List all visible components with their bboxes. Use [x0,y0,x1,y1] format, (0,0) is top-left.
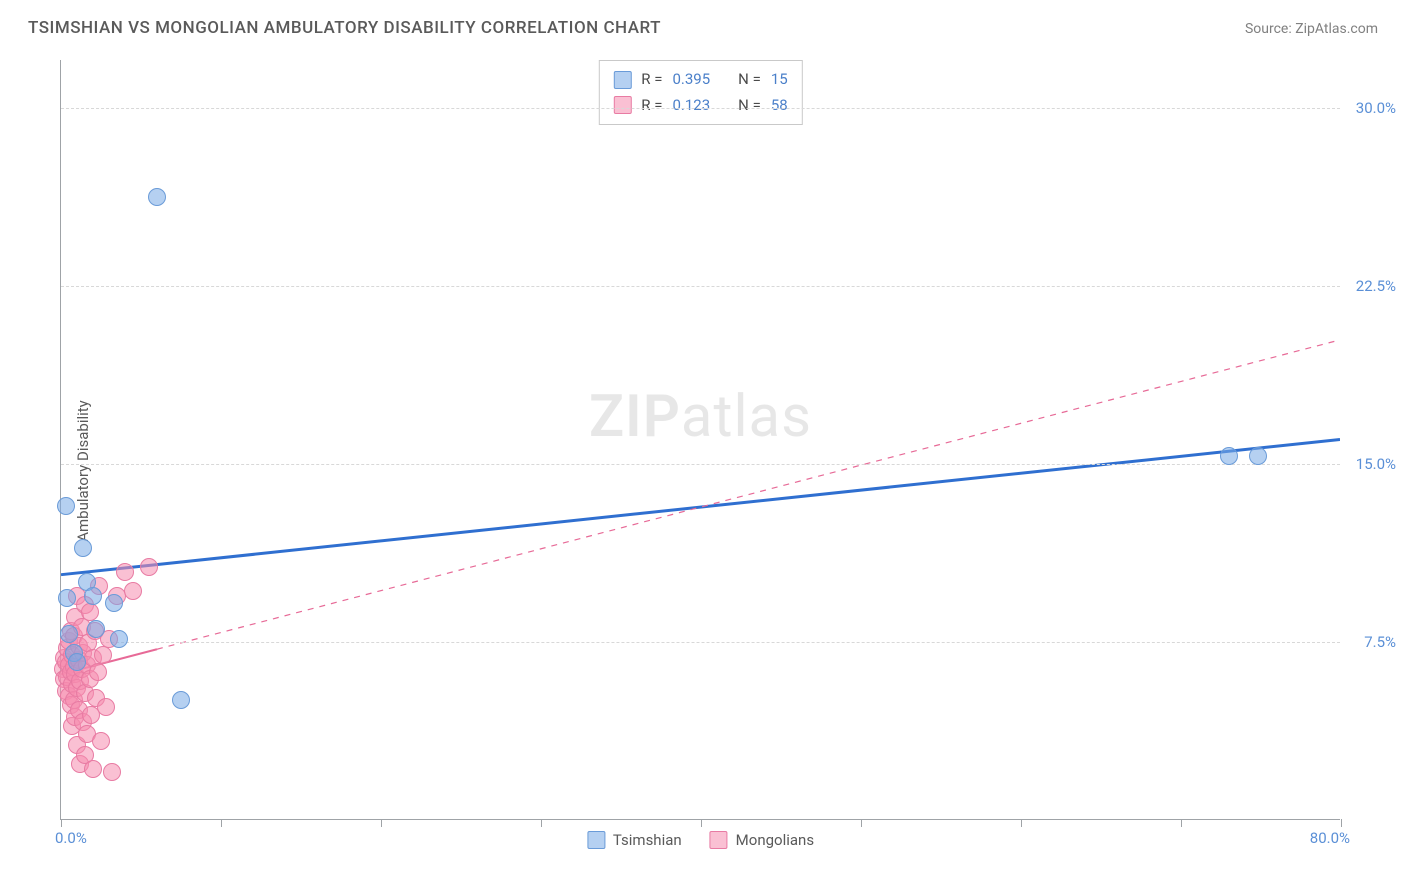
gridline [61,642,1340,643]
plot-area: ZIPatlas R = 0.395 N = 15 R = 0.123 N = … [60,60,1340,820]
gridline [61,464,1340,465]
r-value: 0.395 [672,67,710,93]
x-tick [1181,819,1182,827]
y-tick-label: 22.5% [1356,277,1396,295]
x-tick [701,819,702,827]
trend-lines [61,60,1340,819]
x-tick [1021,819,1022,827]
scatter-point [172,691,190,709]
header: TSIMSHIAN VS MONGOLIAN AMBULATORY DISABI… [0,0,1406,46]
legend-swatch-icon [587,831,605,849]
chart-title: TSIMSHIAN VS MONGOLIAN AMBULATORY DISABI… [28,18,661,38]
scatter-point [1249,447,1267,465]
scatter-point [110,630,128,648]
n-label: N = [738,93,761,119]
scatter-point [92,732,110,750]
scatter-point [84,760,102,778]
legend-stats-row: R = 0.123 N = 58 [613,93,787,119]
legend-stats: R = 0.395 N = 15 R = 0.123 N = 58 [598,60,802,125]
scatter-point [140,558,158,576]
n-value: 58 [771,93,788,119]
n-label: N = [738,67,761,93]
legend-swatch-icon [613,71,631,89]
legend-item: Tsimshian [587,831,682,849]
r-value: 0.123 [672,93,710,119]
gridline [61,108,1340,109]
scatter-point [89,663,107,681]
scatter-point [84,587,102,605]
y-tick-label: 7.5% [1364,633,1396,651]
scatter-point [1220,447,1238,465]
x-tick [381,819,382,827]
scatter-point [105,594,123,612]
chart-container: Ambulatory Disability ZIPatlas R = 0.395… [0,50,1406,892]
y-tick-label: 15.0% [1356,455,1396,473]
scatter-point [94,646,112,664]
legend-stats-row: R = 0.395 N = 15 [613,67,787,93]
scatter-point [74,539,92,557]
scatter-point [116,563,134,581]
gridline [61,286,1340,287]
scatter-point [57,497,75,515]
scatter-point [148,188,166,206]
n-value: 15 [771,67,788,93]
scatter-point [103,763,121,781]
legend-swatch-icon [710,831,728,849]
r-label: R = [641,93,662,119]
legend-item: Mongolians [710,831,814,849]
legend-series: Tsimshian Mongolians [587,831,814,849]
scatter-point [97,698,115,716]
trendline-dashed [157,340,1340,649]
trendline-solid [61,440,1340,575]
scatter-point [87,620,105,638]
r-label: R = [641,67,662,93]
watermark-bold: ZIP [589,383,681,451]
scatter-point [58,589,76,607]
scatter-point [124,582,142,600]
scatter-point [60,625,78,643]
source-attribution: Source: ZipAtlas.com [1245,21,1378,37]
legend-swatch-icon [613,96,631,114]
scatter-point [81,603,99,621]
x-tick [221,819,222,827]
x-tick-label: 80.0% [1310,829,1350,847]
legend-label: Tsimshian [613,831,682,849]
legend-label: Mongolians [736,831,814,849]
y-tick-label: 30.0% [1356,99,1396,117]
x-tick [61,819,62,827]
x-tick-label: 0.0% [55,829,87,847]
x-tick [541,819,542,827]
x-tick [1341,819,1342,827]
watermark: ZIPatlas [589,383,812,451]
scatter-point [68,653,86,671]
x-tick [861,819,862,827]
watermark-light: atlas [681,383,812,451]
